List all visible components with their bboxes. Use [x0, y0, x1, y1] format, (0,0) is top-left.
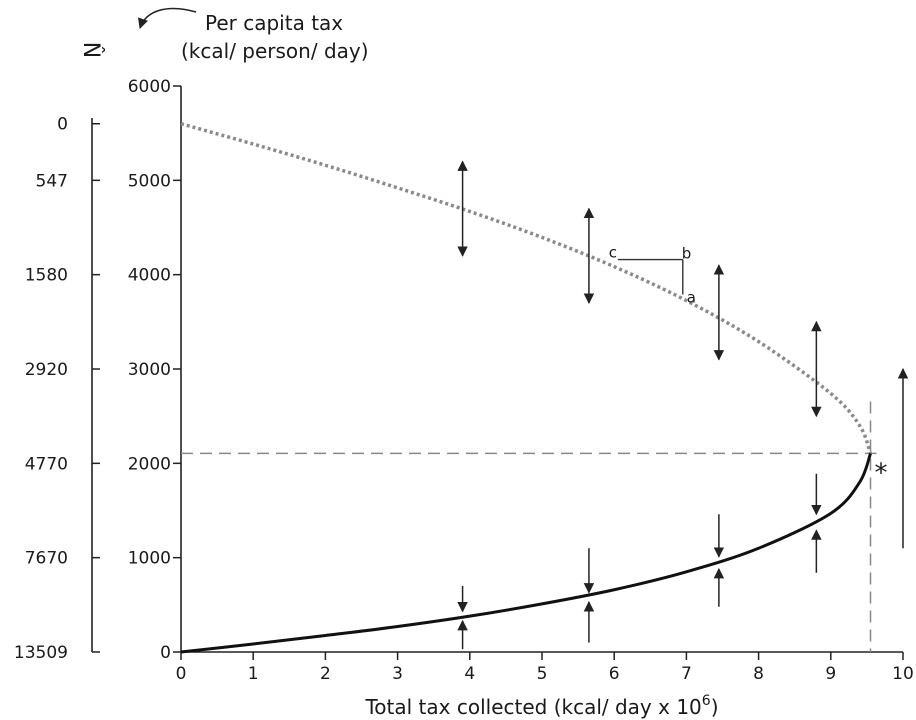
ylabel-pointer-arrow	[138, 7, 197, 29]
x-tick-label: 9	[825, 664, 836, 684]
x-tick-label: 4	[464, 664, 475, 684]
y-tick-label: 1000	[128, 549, 171, 569]
n-hat-tick-label: 4770	[25, 454, 68, 474]
x-tick-label: 5	[537, 664, 548, 684]
y-tick-label: 6000	[128, 77, 171, 97]
x-ticks: 0 1 2 3 4 5 6 7 8 9 10	[176, 652, 914, 684]
n-hat-axis-title: N̂	[78, 42, 104, 58]
y-tick-label: 4000	[128, 266, 171, 286]
y-axis-label: Per capita tax	[205, 11, 343, 35]
x-axis-label-superscript: 6	[702, 693, 711, 709]
upper-curve-dotted	[180, 122, 873, 455]
y-tick-label: 0	[160, 643, 171, 663]
n-hat-tick-label: 13509	[14, 643, 68, 663]
bifurcation-star: *	[875, 458, 888, 488]
annotation-label-a: a	[687, 288, 696, 306]
x-tick-label: 0	[176, 664, 187, 684]
n-hat-ticks: 0 547 1580 2920 4770 7670 13509	[14, 115, 100, 663]
x-tick-label: 10	[892, 664, 914, 684]
y-tick-label: 5000	[128, 171, 171, 191]
x-tick-label: 1	[248, 664, 259, 684]
x-tick-label: 8	[753, 664, 764, 684]
annotation-label-c: c	[609, 244, 617, 262]
annotation-label-b: b	[682, 245, 692, 263]
x-tick-label: 3	[392, 664, 403, 684]
stability-arrows	[457, 160, 909, 650]
x-tick-label: 7	[681, 664, 692, 684]
x-tick-label: 2	[320, 664, 331, 684]
lower-curve-solid	[180, 452, 872, 654]
n-hat-tick-label: 1580	[25, 266, 68, 286]
n-hat-tick-label: 0	[57, 115, 68, 135]
x-axis-label: Total tax collected (kcal/ day x 106)	[364, 693, 718, 719]
y-ticks: 0 1000 2000 3000 4000 5000 6000	[128, 77, 181, 663]
n-hat-tick-label: 547	[36, 171, 68, 191]
n-hat-tick-label: 7670	[25, 549, 68, 569]
n-hat-tick-label: 2920	[25, 360, 68, 380]
y-tick-label: 2000	[128, 454, 171, 474]
y-axis-units: (kcal/ person/ day)	[181, 39, 369, 63]
x-tick-label: 6	[609, 664, 620, 684]
y-tick-label: 3000	[128, 360, 171, 380]
